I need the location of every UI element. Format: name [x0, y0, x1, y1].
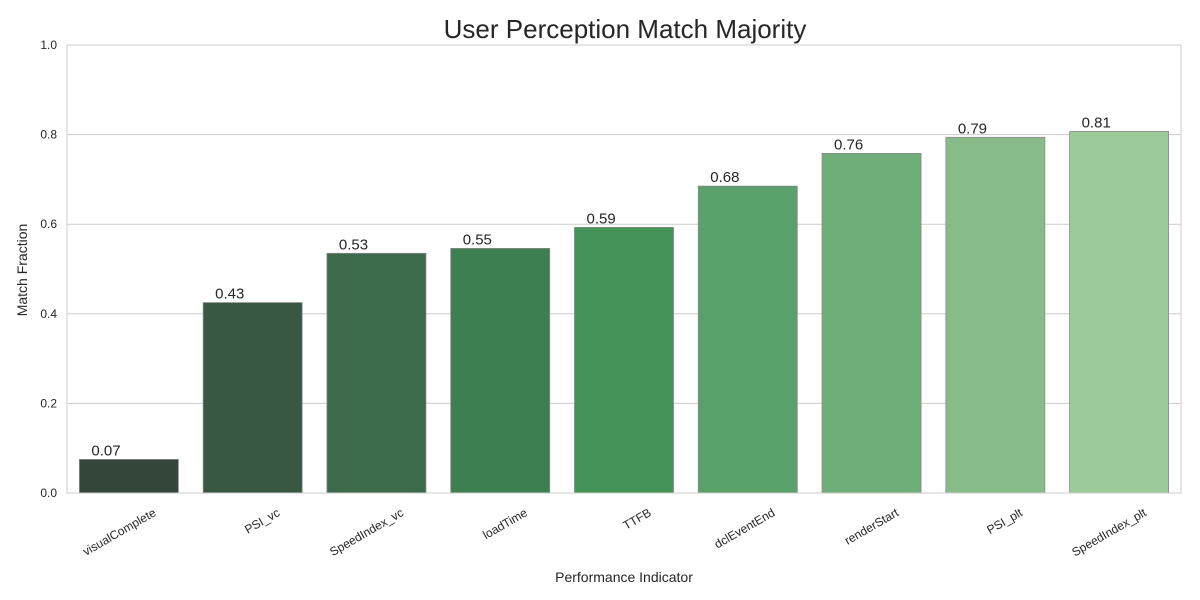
x-tick-label: SpeedIndex_plt — [1069, 505, 1149, 559]
bar — [326, 252, 427, 494]
bars — [78, 131, 1170, 494]
bar — [202, 302, 303, 494]
y-tick-label: 0.0 — [40, 486, 57, 500]
data-label: 0.81 — [1082, 114, 1111, 131]
y-tick-label: 1.0 — [40, 38, 57, 52]
bar — [945, 136, 1046, 494]
x-tick-label: loadTime — [480, 505, 530, 542]
y-tick-label: 0.8 — [40, 128, 57, 142]
y-tick-label: 0.6 — [40, 217, 57, 231]
bar — [450, 247, 551, 494]
x-tick-label: dclEventEnd — [712, 505, 777, 551]
data-label: 0.68 — [710, 169, 739, 186]
data-label: 0.07 — [91, 442, 120, 459]
data-label: 0.43 — [215, 286, 244, 303]
bar — [78, 458, 179, 494]
x-tick-label: PSI_vc — [242, 505, 282, 536]
data-label: 0.76 — [834, 136, 863, 153]
y-tick-label: 0.2 — [40, 396, 57, 410]
x-tick-label: SpeedIndex_vc — [327, 505, 406, 558]
data-label: 0.55 — [463, 231, 492, 248]
x-tick-label: PSI_plt — [984, 505, 1025, 537]
bar — [1069, 131, 1170, 494]
y-axis-label: Match Fraction — [14, 224, 30, 317]
data-label: 0.79 — [958, 120, 987, 137]
data-label: 0.59 — [586, 210, 615, 227]
data-label: 0.53 — [339, 236, 368, 253]
x-tick-label: visualComplete — [80, 505, 158, 558]
bar — [574, 226, 674, 494]
chart-title: User Perception Match Majority — [444, 14, 807, 44]
x-axis-label: Performance Indicator — [555, 569, 693, 585]
bar — [821, 153, 922, 494]
y-tick-labels: 0.0 0.2 0.4 0.6 0.8 1.0 — [40, 38, 57, 500]
bar — [697, 185, 798, 494]
x-tick-label: renderStart — [842, 505, 902, 547]
data-labels: 0.07 0.43 0.53 0.55 0.59 0.68 0.76 0.79 0.81 — [91, 114, 1110, 459]
x-tick-labels: visualComplete PSI_vc SpeedIndex_vc loadTim… — [80, 505, 1149, 559]
y-tick-label: 0.4 — [40, 307, 57, 321]
plot-frame — [66, 44, 1182, 494]
x-tick-label: TTFB — [621, 505, 654, 532]
